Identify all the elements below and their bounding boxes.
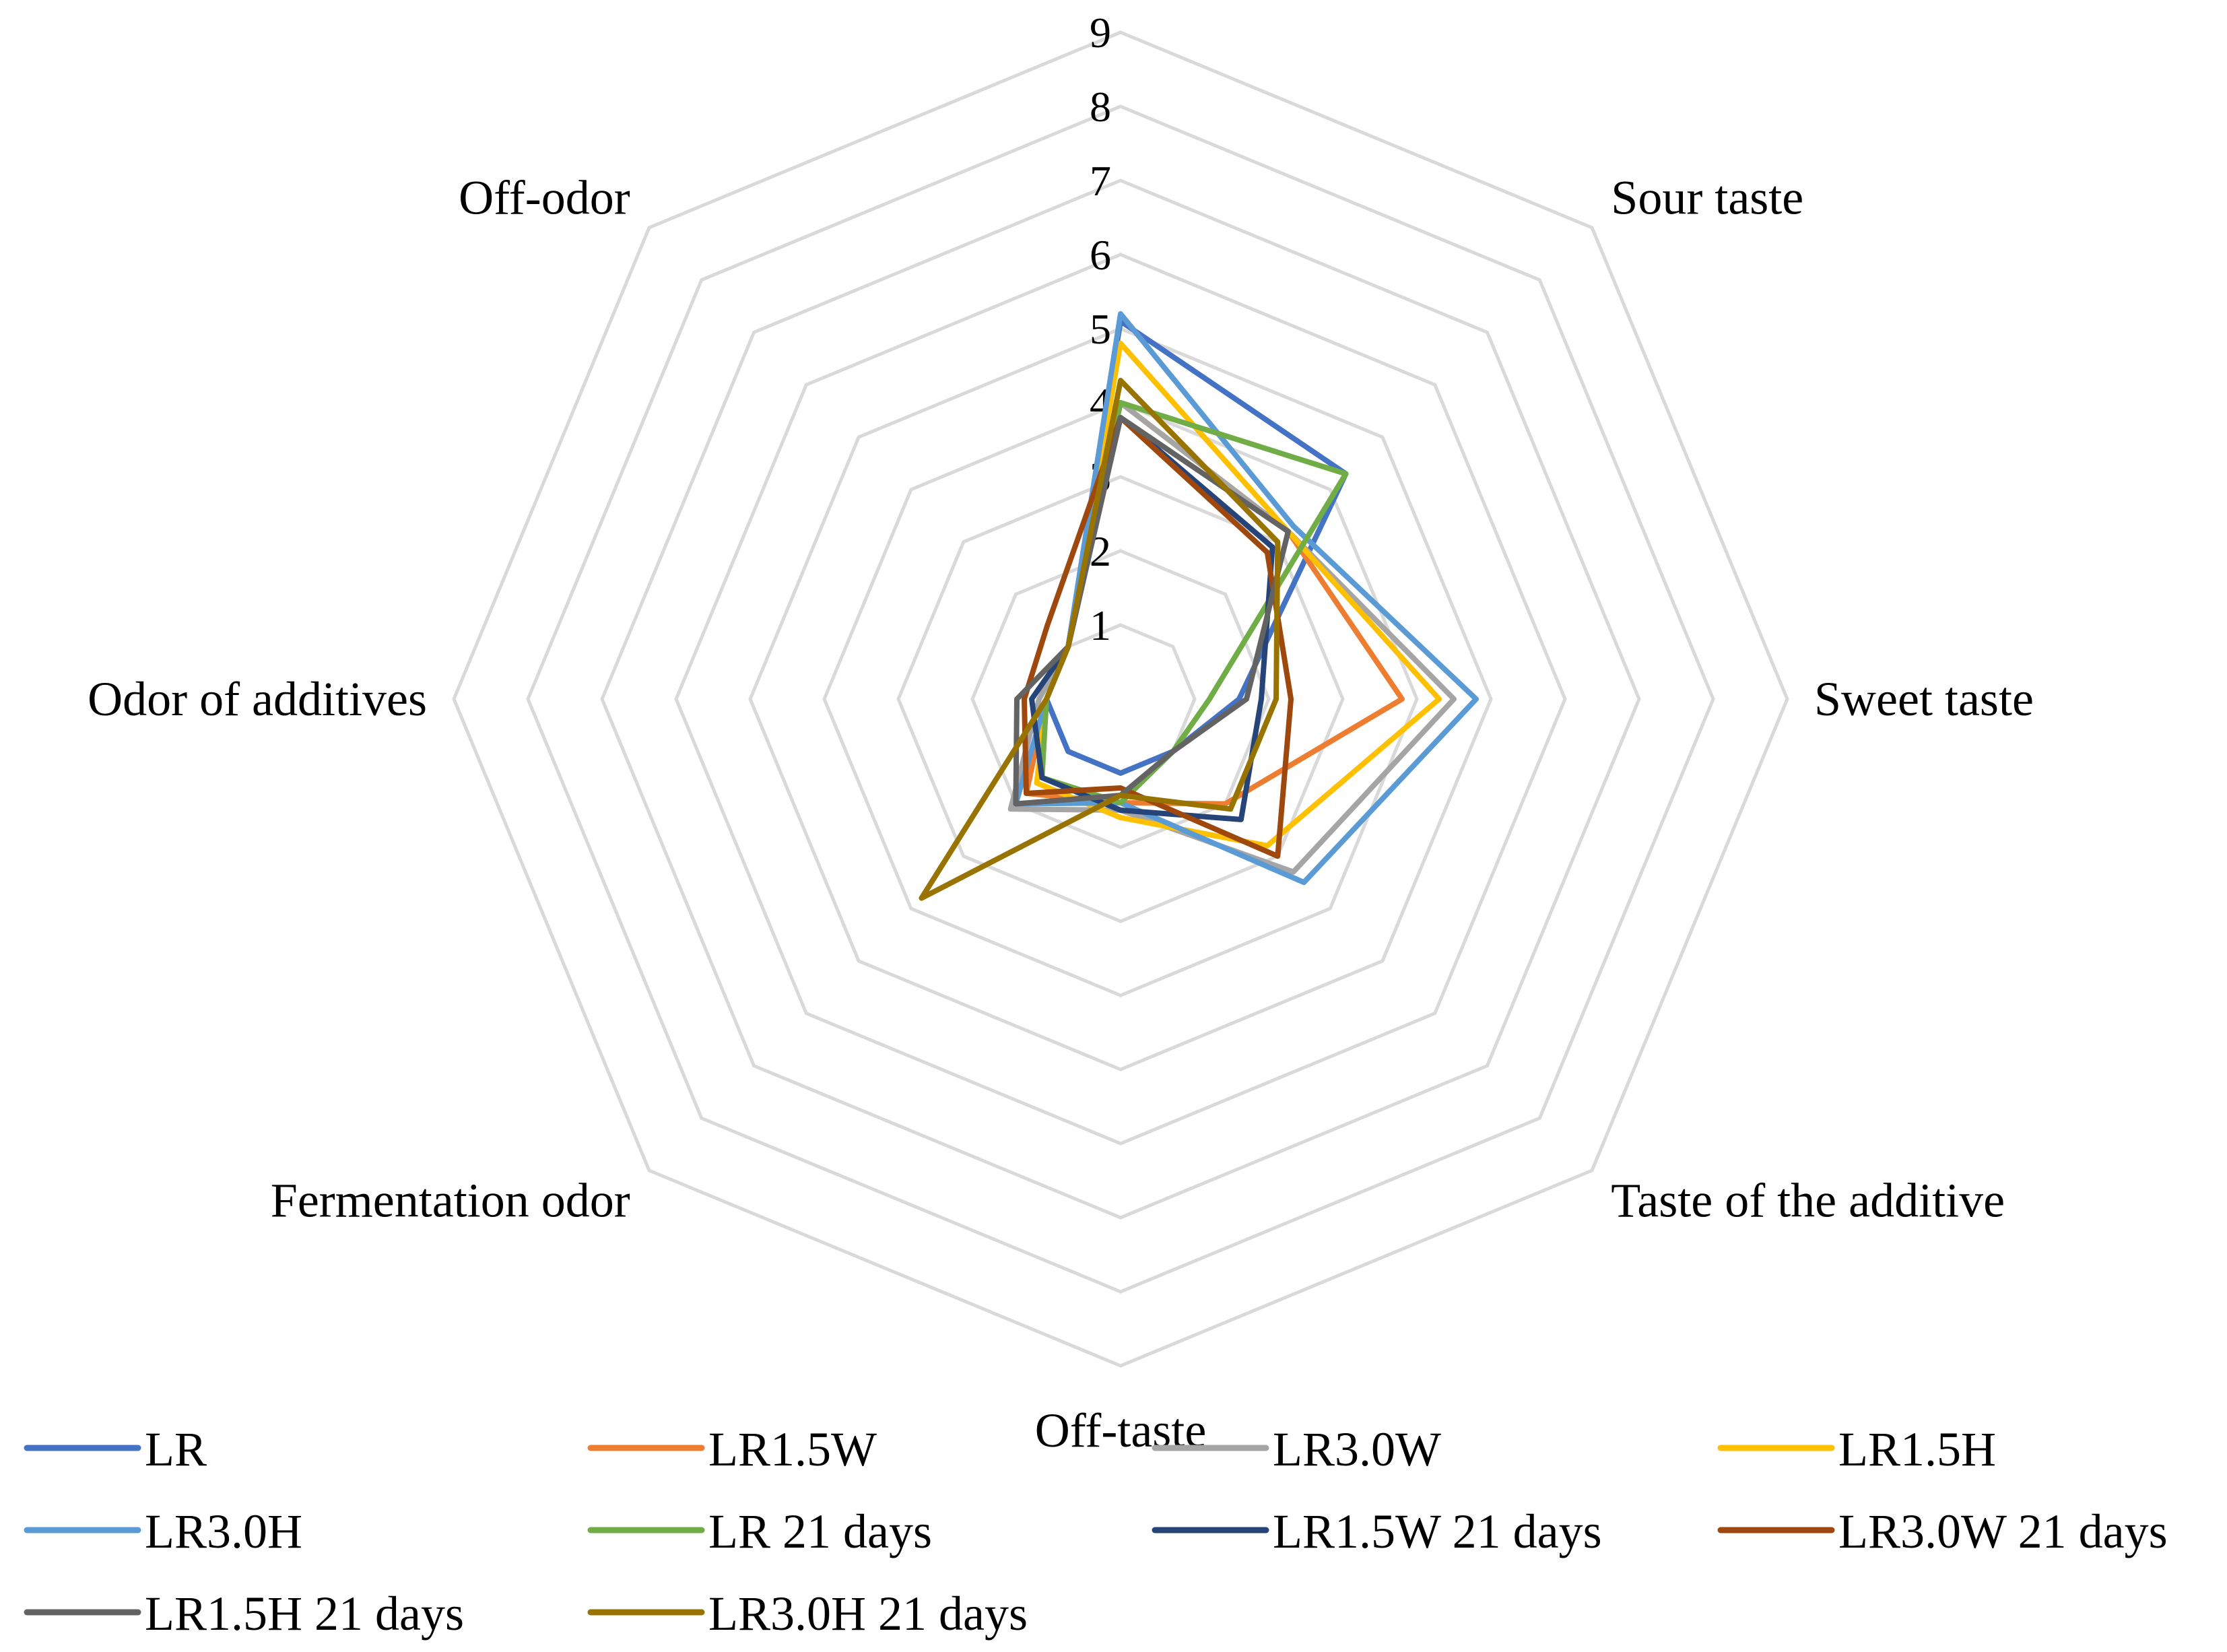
axis-label: Odor of additives [88,672,427,726]
legend-item: LR3.0W [1152,1422,1441,1476]
tick-label: 5 [1090,305,1111,353]
grid-ring-6 [674,253,1567,1146]
tick-label: 7 [1090,157,1111,205]
legend-label: LR3.0H [145,1505,302,1558]
series-line [1039,400,1349,805]
legend-label: LR [145,1422,207,1476]
legend-item: LR1.5H 21 days [24,1587,464,1641]
grid-ring-5 [748,327,1493,1071]
tick-label: 6 [1090,231,1111,279]
grid-ring-8 [526,104,1715,1294]
legend-label: LR1.5W [708,1422,877,1476]
series-line [919,378,1281,901]
data-series [919,311,1479,901]
axis-label: Off-odor [459,171,630,225]
legend-label: LR3.0W 21 days [1838,1505,2168,1558]
legend-label: LR3.0H 21 days [708,1587,1028,1641]
legend-label: LR1.5W 21 days [1273,1505,1602,1558]
legend-item: LR [24,1422,207,1476]
series-line [1013,415,1291,807]
legend-item: LR3.0H 21 days [587,1587,1028,1641]
legend-item: LR3.0W 21 days [1717,1505,2168,1558]
legend: LR LR1.5W LR3.0W LR1.5H LR3.0H LR 21 days LR1.… [24,1422,2168,1641]
axis-label: Taste of the additive [1611,1173,2005,1227]
legend-item: LR1.5W [587,1422,877,1476]
series-line [1029,415,1275,822]
grid-ring-7 [600,178,1641,1220]
grid-ring-2 [970,549,1271,849]
legend-label: LR3.0W [1273,1422,1441,1476]
legend-label: LR1.5H [1838,1422,1996,1476]
series-line [1024,400,1405,807]
grid-ring-3 [896,475,1345,923]
legend-item: LR3.0H [24,1505,302,1558]
axis-label: Sour taste [1611,171,1803,225]
grid-ring-4 [822,401,1419,997]
tick-label: 8 [1090,83,1111,131]
legend-item: LR1.5H [1717,1422,1996,1476]
tick-label: 9 [1090,9,1111,57]
legend-item: LR 21 days [587,1505,932,1558]
legend-label: LR 21 days [708,1505,932,1558]
tick-label: 1 [1090,601,1111,649]
axis-label: Fermentation odor [271,1173,630,1227]
axis-label: Sweet taste [1814,672,2034,726]
radar-grid [452,30,1789,1368]
legend-item: LR1.5W 21 days [1152,1505,1602,1558]
legend-label: LR1.5H 21 days [145,1587,464,1641]
grid-ring-9 [452,30,1789,1368]
